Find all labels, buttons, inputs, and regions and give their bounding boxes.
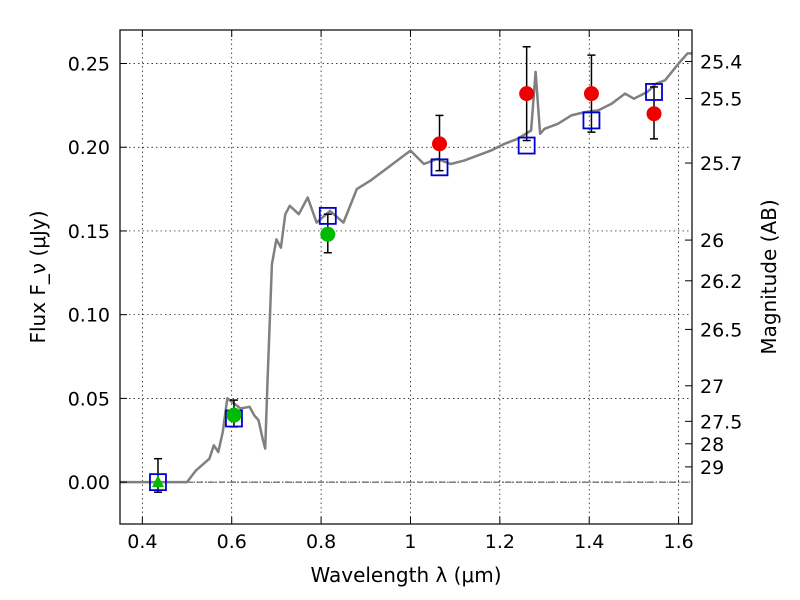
x-axis-label: Wavelength λ (μm) (310, 563, 501, 587)
magnitude-tick-label: 26 (700, 230, 724, 252)
model-square-point (149, 473, 167, 492)
flux-point (519, 86, 535, 102)
magnitude-tick-label: 28 (700, 434, 724, 456)
magnitude-tick-label: 25.5 (700, 89, 742, 111)
magnitude-tick-label: 26.5 (700, 319, 742, 341)
x-tick-label: 1 (404, 531, 416, 553)
x-tick-label: 1.2 (485, 531, 515, 553)
magnitude-tick-label: 27 (700, 376, 724, 398)
magnitude-tick-label: 25.7 (700, 153, 742, 175)
model-square-point (645, 83, 663, 101)
plot-area (120, 45, 692, 493)
model-square-point (430, 158, 449, 177)
right-axis-label: Magnitude (AB) (757, 199, 781, 354)
flux-point (583, 86, 599, 102)
x-tick-label: 1.4 (574, 531, 604, 553)
model-spectrum-line (120, 52, 692, 484)
y-tick-label: 0.20 (68, 137, 110, 159)
data-series (120, 45, 692, 493)
magnitude-tick-label: 26.2 (700, 271, 742, 293)
y-tick-label: 0.00 (68, 472, 110, 494)
y-tick-label: 0.25 (68, 53, 110, 75)
magnitude-tick-label: 27.5 (700, 411, 742, 433)
y-tick-label: 0.10 (68, 305, 110, 327)
y-tick-label: 0.05 (68, 388, 110, 410)
y-tick-label: 0.15 (68, 221, 110, 243)
magnitude-tick-label: 29 (700, 457, 724, 479)
axes: 0.4 0.6 0.8 1 1.2 1.4 1.6 0.00 0.05 0.10 0.15 0.20 0… (68, 30, 742, 553)
flux-point (432, 136, 448, 152)
model-square-point (318, 206, 337, 225)
x-tick-label: 0.8 (306, 531, 336, 553)
x-tick-label: 0.4 (127, 531, 157, 553)
flux-point (320, 226, 336, 242)
x-tick-label: 1.6 (663, 531, 693, 553)
x-tick-label: 0.6 (217, 531, 247, 553)
grid-lines (120, 30, 692, 524)
y-axis-label: Flux F_ν (μJy) (26, 210, 50, 343)
flux-point (226, 407, 242, 423)
magnitude-tick-label: 25.4 (700, 52, 742, 74)
model-square-point (517, 136, 536, 155)
flux-point (646, 106, 662, 122)
plot-frame (119, 29, 693, 525)
model-square-point (582, 111, 601, 130)
upper-limit-triangle (151, 475, 164, 488)
